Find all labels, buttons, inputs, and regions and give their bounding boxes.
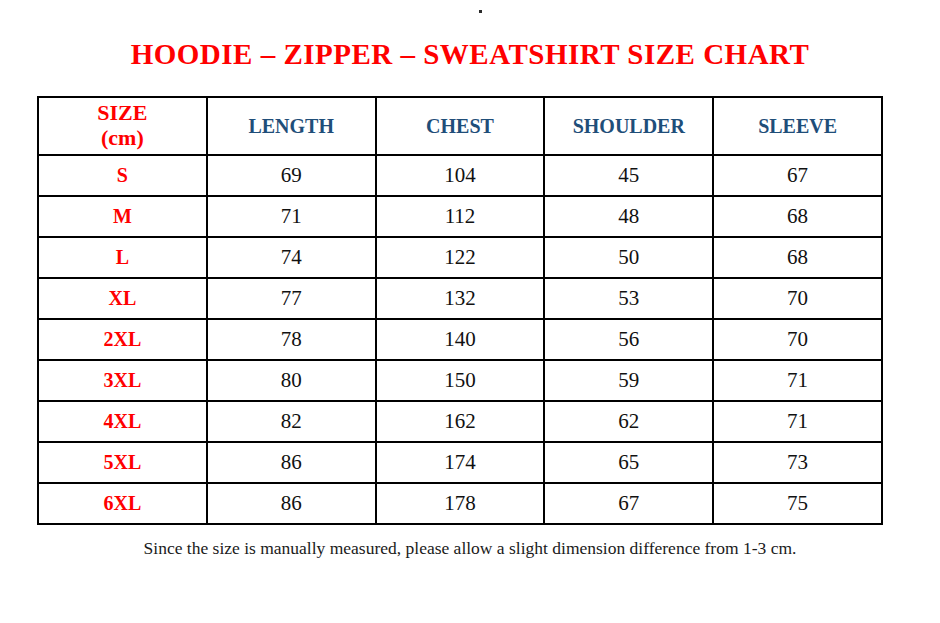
length-value-cell: 82 (207, 401, 376, 442)
chest-value-cell: 162 (376, 401, 545, 442)
table-body: S 69 104 45 67 M 71 112 48 68 L 74 122 5… (38, 155, 882, 524)
sleeve-value-cell: 73 (713, 442, 882, 483)
header-size-line2: (cm) (39, 126, 206, 151)
table-row: 4XL 82 162 62 71 (38, 401, 882, 442)
chest-value-cell: 140 (376, 319, 545, 360)
shoulder-value-cell: 45 (544, 155, 713, 196)
shoulder-value-cell: 59 (544, 360, 713, 401)
length-value-cell: 69 (207, 155, 376, 196)
table-row: S 69 104 45 67 (38, 155, 882, 196)
length-value-cell: 71 (207, 196, 376, 237)
sleeve-value-cell: 68 (713, 237, 882, 278)
chest-value-cell: 178 (376, 483, 545, 524)
chest-value-cell: 174 (376, 442, 545, 483)
sleeve-value-cell: 71 (713, 360, 882, 401)
length-value-cell: 86 (207, 442, 376, 483)
chest-value-cell: 122 (376, 237, 545, 278)
sleeve-value-cell: 70 (713, 319, 882, 360)
length-value-cell: 78 (207, 319, 376, 360)
table-row: L 74 122 50 68 (38, 237, 882, 278)
length-value-cell: 80 (207, 360, 376, 401)
size-label-cell: 3XL (38, 360, 207, 401)
size-label-cell: 2XL (38, 319, 207, 360)
shoulder-value-cell: 53 (544, 278, 713, 319)
table-row: XL 77 132 53 70 (38, 278, 882, 319)
shoulder-value-cell: 67 (544, 483, 713, 524)
size-label-cell: 5XL (38, 442, 207, 483)
shoulder-value-cell: 56 (544, 319, 713, 360)
chest-value-cell: 132 (376, 278, 545, 319)
shoulder-value-cell: 50 (544, 237, 713, 278)
shoulder-value-cell: 62 (544, 401, 713, 442)
size-label-cell: 4XL (38, 401, 207, 442)
shoulder-value-cell: 65 (544, 442, 713, 483)
sleeve-value-cell: 71 (713, 401, 882, 442)
length-value-cell: 77 (207, 278, 376, 319)
size-label-cell: L (38, 237, 207, 278)
sleeve-value-cell: 70 (713, 278, 882, 319)
page-title: HOODIE – ZIPPER – SWEATSHIRT SIZE CHART (0, 38, 940, 71)
size-label-cell: XL (38, 278, 207, 319)
chest-value-cell: 112 (376, 196, 545, 237)
header-cell-sleeve: SLEEVE (713, 97, 882, 155)
length-value-cell: 86 (207, 483, 376, 524)
header-size-line1: SIZE (39, 101, 206, 126)
top-dot-artifact (479, 10, 482, 13)
size-chart-table: SIZE (cm) LENGTH CHEST SHOULDER SLEEVE S… (37, 96, 883, 525)
size-label-cell: S (38, 155, 207, 196)
table-row: 5XL 86 174 65 73 (38, 442, 882, 483)
sleeve-value-cell: 67 (713, 155, 882, 196)
header-cell-shoulder: SHOULDER (544, 97, 713, 155)
header-cell-size: SIZE (cm) (38, 97, 207, 155)
shoulder-value-cell: 48 (544, 196, 713, 237)
table-row: M 71 112 48 68 (38, 196, 882, 237)
footnote: Since the size is manually measured, ple… (0, 538, 940, 559)
header-cell-chest: CHEST (376, 97, 545, 155)
chest-value-cell: 104 (376, 155, 545, 196)
table-header-row: SIZE (cm) LENGTH CHEST SHOULDER SLEEVE (38, 97, 882, 155)
sleeve-value-cell: 75 (713, 483, 882, 524)
header-cell-length: LENGTH (207, 97, 376, 155)
chest-value-cell: 150 (376, 360, 545, 401)
size-label-cell: M (38, 196, 207, 237)
length-value-cell: 74 (207, 237, 376, 278)
table-row: 2XL 78 140 56 70 (38, 319, 882, 360)
size-label-cell: 6XL (38, 483, 207, 524)
table-row: 3XL 80 150 59 71 (38, 360, 882, 401)
table-row: 6XL 86 178 67 75 (38, 483, 882, 524)
sleeve-value-cell: 68 (713, 196, 882, 237)
